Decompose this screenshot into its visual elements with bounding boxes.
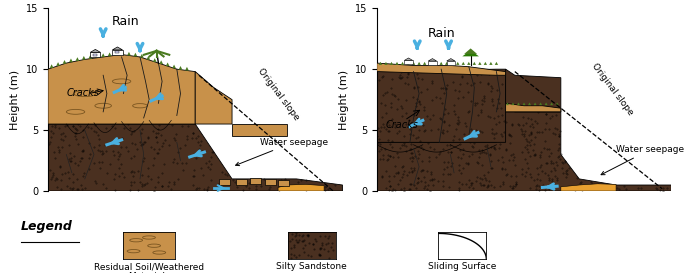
Polygon shape bbox=[377, 69, 506, 142]
Text: Cracks: Cracks bbox=[386, 120, 419, 130]
Polygon shape bbox=[462, 62, 465, 65]
Polygon shape bbox=[395, 62, 399, 65]
Polygon shape bbox=[134, 53, 137, 56]
Polygon shape bbox=[534, 102, 536, 105]
Bar bbox=[404, 60, 412, 64]
Polygon shape bbox=[69, 58, 73, 62]
Y-axis label: Height (m): Height (m) bbox=[10, 70, 21, 130]
Text: Residual Soil/Weathered
Materials: Residual Soil/Weathered Materials bbox=[94, 262, 204, 273]
Polygon shape bbox=[556, 102, 559, 105]
Polygon shape bbox=[467, 62, 471, 65]
Polygon shape bbox=[489, 62, 493, 65]
Polygon shape bbox=[121, 51, 125, 55]
Bar bbox=[265, 179, 276, 185]
Polygon shape bbox=[48, 55, 195, 124]
Polygon shape bbox=[447, 58, 455, 61]
Polygon shape bbox=[428, 58, 436, 61]
Polygon shape bbox=[147, 56, 150, 60]
Polygon shape bbox=[108, 52, 112, 56]
Polygon shape bbox=[195, 72, 232, 124]
Polygon shape bbox=[451, 62, 454, 65]
Polygon shape bbox=[390, 62, 393, 65]
Text: Rain: Rain bbox=[112, 15, 139, 28]
Polygon shape bbox=[384, 62, 388, 65]
Polygon shape bbox=[506, 103, 561, 112]
Polygon shape bbox=[127, 52, 131, 55]
Bar bbox=[236, 179, 247, 185]
Polygon shape bbox=[95, 54, 99, 58]
Polygon shape bbox=[506, 102, 509, 105]
Text: Sliding Surface: Sliding Surface bbox=[428, 262, 497, 271]
Polygon shape bbox=[545, 102, 547, 105]
Polygon shape bbox=[406, 62, 410, 65]
Polygon shape bbox=[456, 62, 460, 65]
Polygon shape bbox=[462, 50, 479, 56]
Polygon shape bbox=[423, 62, 426, 65]
Polygon shape bbox=[140, 54, 144, 58]
Polygon shape bbox=[160, 60, 163, 64]
Polygon shape bbox=[561, 184, 616, 191]
Text: Cracks: Cracks bbox=[66, 88, 99, 98]
Polygon shape bbox=[512, 102, 514, 105]
Polygon shape bbox=[101, 53, 105, 57]
Y-axis label: Height (m): Height (m) bbox=[339, 70, 349, 130]
Polygon shape bbox=[478, 62, 482, 65]
Polygon shape bbox=[88, 55, 92, 59]
Polygon shape bbox=[401, 62, 404, 65]
Polygon shape bbox=[166, 63, 169, 66]
Text: Water seepage: Water seepage bbox=[236, 138, 328, 166]
Polygon shape bbox=[377, 106, 671, 191]
Polygon shape bbox=[377, 63, 506, 75]
Bar bbox=[251, 178, 262, 184]
Polygon shape bbox=[417, 62, 421, 65]
Bar bbox=[115, 52, 119, 53]
Bar bbox=[90, 52, 101, 57]
Polygon shape bbox=[434, 62, 437, 65]
Polygon shape bbox=[484, 62, 487, 65]
Polygon shape bbox=[90, 49, 101, 52]
Polygon shape bbox=[56, 62, 60, 66]
Polygon shape bbox=[464, 48, 477, 54]
Polygon shape bbox=[404, 58, 412, 60]
Polygon shape bbox=[48, 124, 342, 191]
Polygon shape bbox=[429, 62, 432, 65]
Polygon shape bbox=[412, 62, 415, 65]
Polygon shape bbox=[495, 62, 498, 65]
Polygon shape bbox=[440, 62, 443, 65]
Text: Original slope: Original slope bbox=[256, 67, 301, 122]
Polygon shape bbox=[506, 69, 561, 112]
Polygon shape bbox=[75, 57, 79, 61]
Polygon shape bbox=[50, 64, 53, 68]
Bar bbox=[278, 180, 289, 186]
Polygon shape bbox=[379, 62, 382, 65]
Polygon shape bbox=[114, 52, 118, 55]
Bar bbox=[219, 179, 230, 185]
Polygon shape bbox=[172, 65, 176, 68]
Text: Legend: Legend bbox=[21, 220, 73, 233]
Polygon shape bbox=[445, 62, 449, 65]
Bar bbox=[428, 61, 436, 65]
Polygon shape bbox=[185, 67, 189, 70]
Polygon shape bbox=[179, 66, 182, 70]
Polygon shape bbox=[550, 102, 553, 105]
Bar bbox=[93, 54, 97, 56]
Polygon shape bbox=[232, 124, 287, 136]
Polygon shape bbox=[153, 58, 157, 62]
Polygon shape bbox=[517, 102, 520, 105]
Polygon shape bbox=[112, 47, 123, 50]
Polygon shape bbox=[528, 102, 531, 105]
Text: Original slope: Original slope bbox=[590, 62, 635, 117]
Polygon shape bbox=[82, 56, 86, 60]
Bar bbox=[447, 61, 455, 65]
Text: Rain: Rain bbox=[427, 28, 455, 40]
Polygon shape bbox=[539, 102, 542, 105]
Polygon shape bbox=[473, 62, 476, 65]
Text: Water seepage: Water seepage bbox=[601, 145, 684, 175]
Polygon shape bbox=[523, 102, 525, 105]
Text: Silty Sandstone: Silty Sandstone bbox=[276, 262, 347, 271]
Bar bbox=[112, 50, 123, 55]
Polygon shape bbox=[278, 184, 324, 191]
Polygon shape bbox=[63, 60, 66, 64]
